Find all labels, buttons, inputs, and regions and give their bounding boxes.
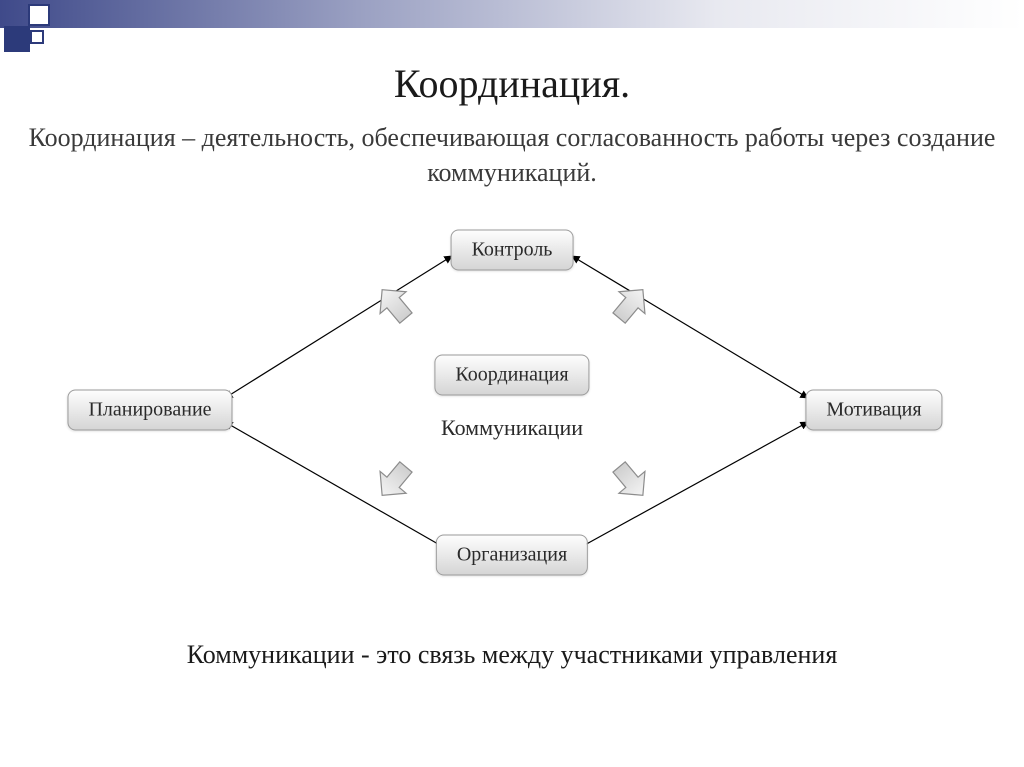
radiating-arrow-icon — [363, 273, 428, 338]
node-coordination: Координация — [434, 355, 589, 396]
diagram-caption: Коммуникации — [441, 415, 583, 441]
radiating-arrow-icon — [363, 448, 428, 513]
edge-line — [225, 256, 452, 398]
node-organization: Организация — [436, 535, 588, 576]
edge-line — [572, 256, 808, 398]
corner-decoration — [0, 0, 60, 60]
slide-topbar — [0, 0, 1024, 28]
decor-square — [28, 4, 50, 26]
radiating-arrow-icon — [598, 273, 663, 338]
footer-text: Коммуникации - это связь между участника… — [0, 640, 1024, 670]
coordination-diagram: Контроль Планирование Координация Мотива… — [0, 200, 1024, 620]
page-title: Координация. — [0, 60, 1024, 107]
decor-square — [4, 26, 30, 52]
radiating-arrow-icon — [598, 448, 663, 513]
decor-square — [30, 30, 44, 44]
node-control: Контроль — [451, 230, 574, 271]
node-planning: Планирование — [67, 390, 232, 431]
node-motivation: Мотивация — [805, 390, 942, 431]
subtitle: Координация – деятельность, обеспечивающ… — [0, 120, 1024, 190]
